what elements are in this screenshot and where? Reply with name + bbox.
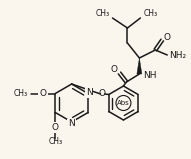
Text: N: N	[86, 88, 92, 97]
Text: N: N	[68, 120, 75, 128]
Text: O: O	[98, 90, 105, 98]
Text: N: N	[68, 120, 75, 128]
Text: O: O	[163, 32, 170, 41]
Text: Abs: Abs	[117, 100, 130, 106]
Text: O: O	[40, 89, 47, 98]
Text: NH: NH	[143, 70, 157, 80]
Text: O: O	[40, 89, 47, 98]
Text: CH₃: CH₃	[48, 137, 62, 146]
Text: CH₃: CH₃	[13, 89, 28, 98]
Text: O: O	[52, 123, 59, 132]
Polygon shape	[137, 58, 142, 74]
Text: O: O	[110, 66, 117, 75]
Text: N: N	[86, 88, 92, 97]
Text: O: O	[52, 123, 59, 132]
Text: CH₃: CH₃	[143, 10, 158, 18]
Text: NH₂: NH₂	[169, 52, 186, 61]
Text: CH₃: CH₃	[95, 10, 109, 18]
